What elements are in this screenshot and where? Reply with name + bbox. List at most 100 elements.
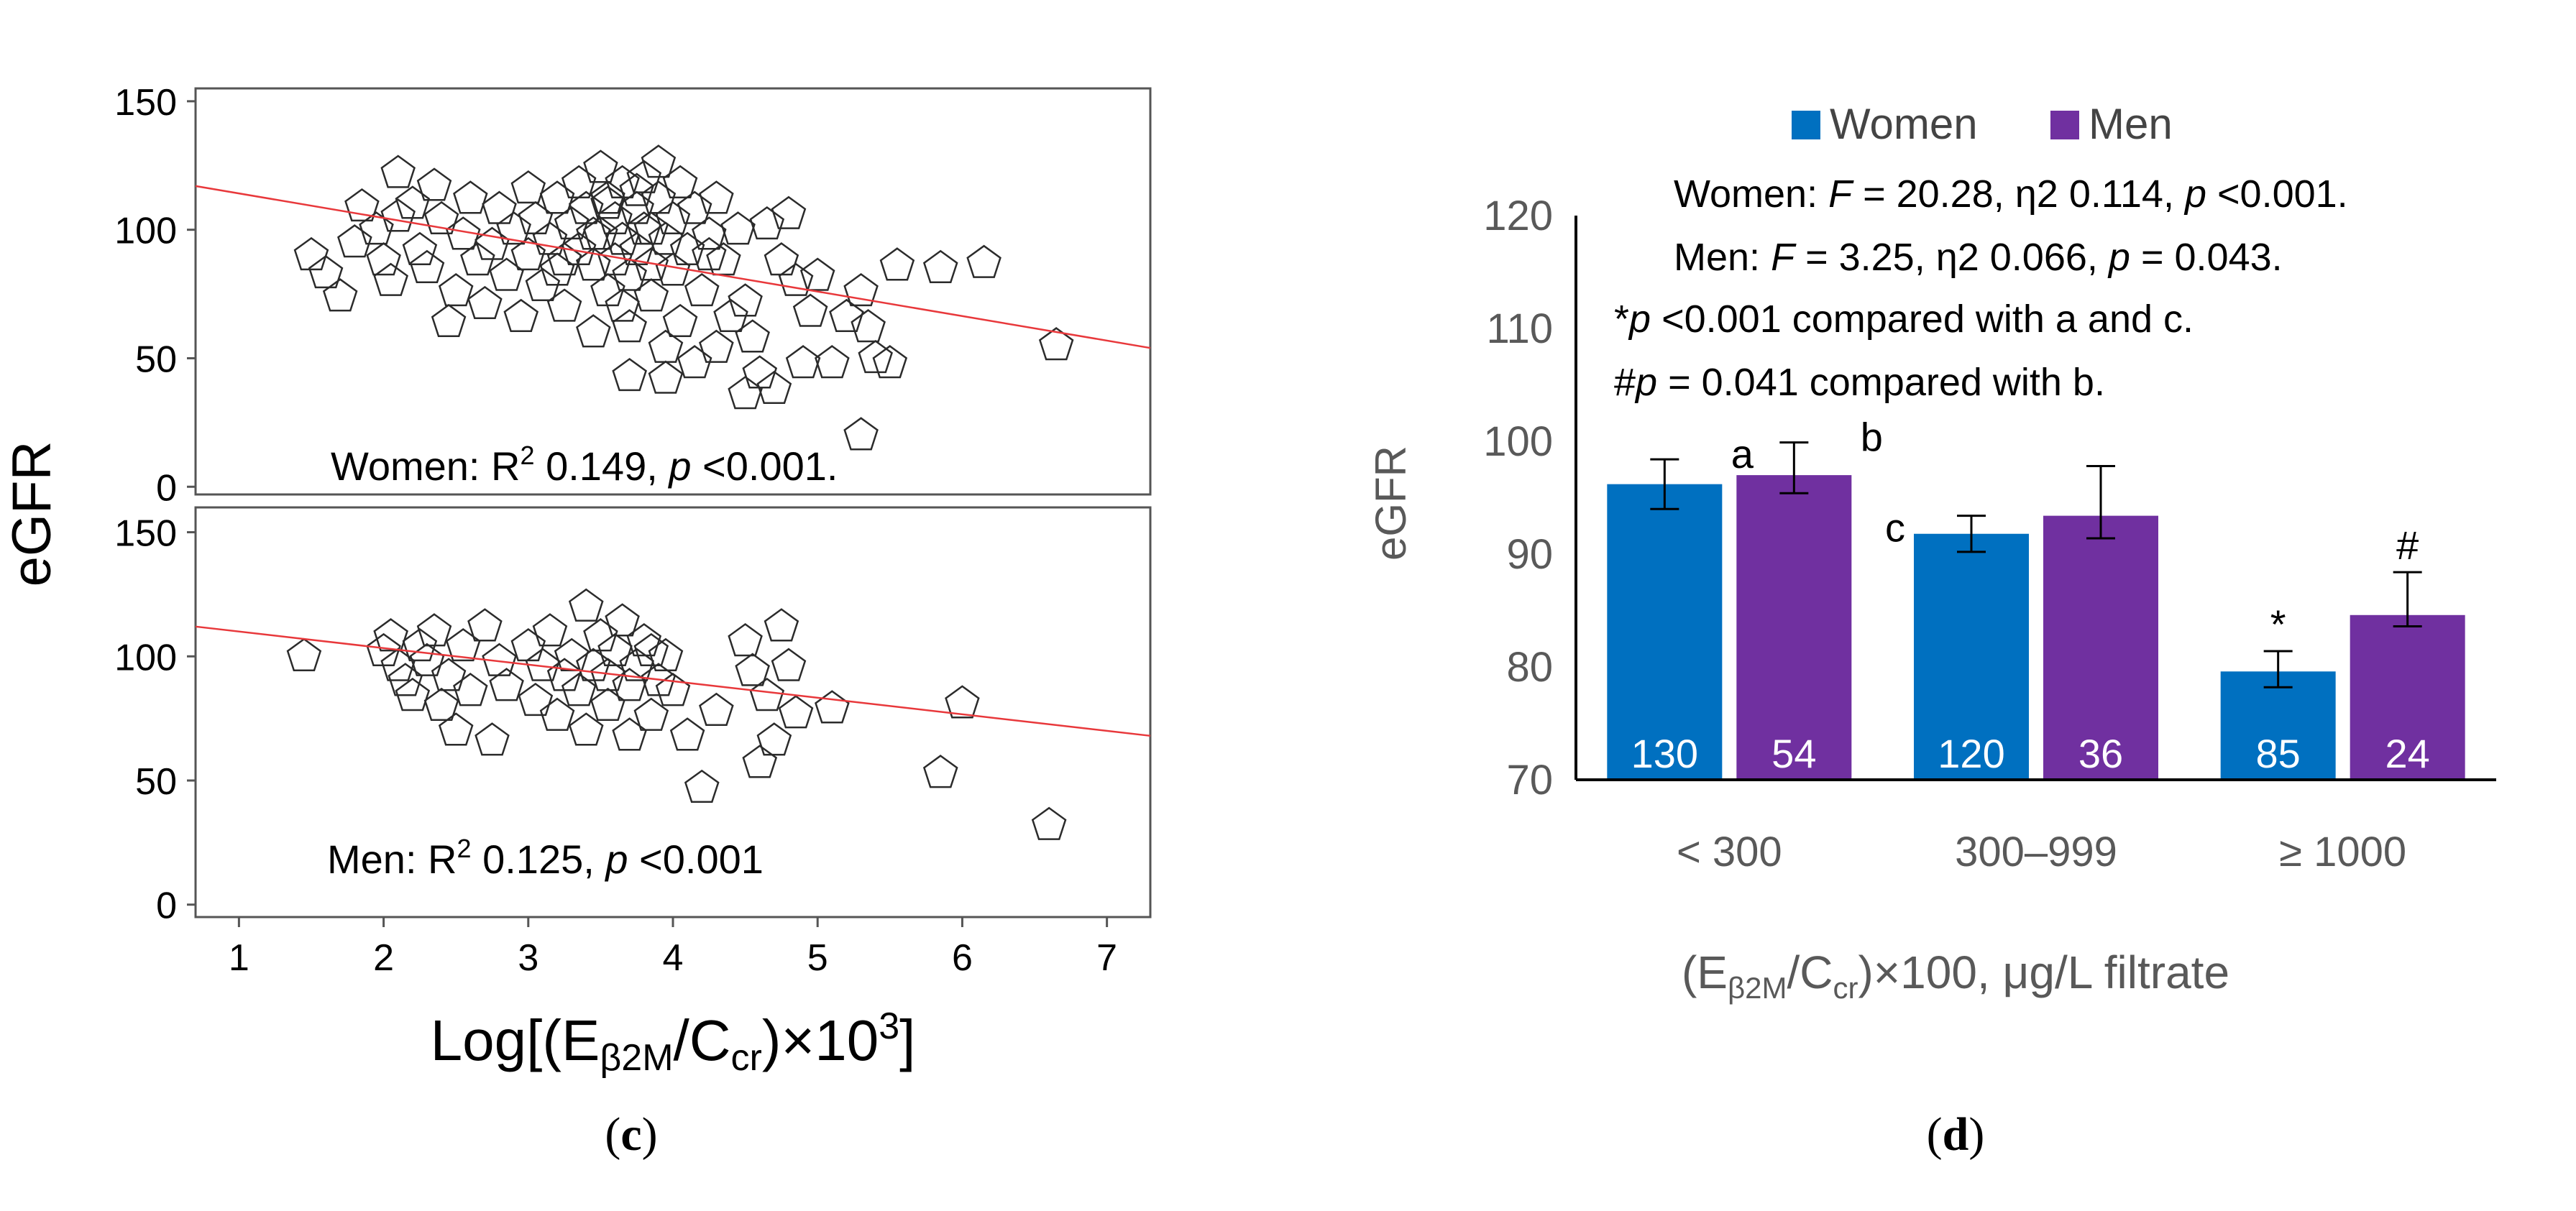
- scatter-women-point: [409, 249, 445, 283]
- scatter-men-point: [735, 653, 770, 686]
- scatter-women-point: [402, 231, 438, 265]
- scatter-women-point: [395, 185, 431, 219]
- bar-xtick-label: < 300: [1677, 829, 1782, 875]
- scatter-women-point: [605, 288, 640, 322]
- scatter-men-point: [699, 692, 734, 726]
- scatter-women-ytick-label: 150: [114, 82, 177, 124]
- scatter-women-point: [337, 224, 372, 258]
- scatter-women-point: [445, 216, 481, 250]
- scatter-men-point: [489, 668, 524, 701]
- scatter-women-point: [699, 180, 734, 214]
- bar-xtick-label: 300–999: [1955, 829, 2117, 875]
- scatter-women-point: [713, 298, 748, 332]
- scatter-women-point: [829, 298, 864, 332]
- scatter-men-point: [605, 603, 640, 637]
- scatter-men-ytick-label: 100: [114, 637, 177, 678]
- scatter-women-point: [416, 167, 452, 201]
- scatter-men-point: [619, 648, 654, 681]
- scatter-women-point: [612, 257, 647, 291]
- scatter-women-point: [684, 272, 720, 307]
- legend-men-label: Men: [2089, 100, 2173, 148]
- scatter-men-point: [568, 588, 604, 622]
- scatter-xtick-label: 5: [807, 937, 828, 979]
- legend-men-swatch: [2050, 111, 2079, 139]
- scatter-women-point: [503, 298, 539, 332]
- scatter-women-point: [692, 236, 727, 271]
- scatter-women-point: [467, 285, 503, 320]
- scatter-men-point: [395, 677, 431, 712]
- scatter-xtick-label: 7: [1096, 937, 1117, 979]
- scatter-women-point: [799, 257, 835, 291]
- scatter-women-point: [966, 244, 1001, 278]
- scatter-women-point: [366, 242, 401, 276]
- scatter-women-point: [453, 180, 488, 214]
- bar-ytick-label: 70: [1506, 757, 1553, 804]
- scatter-women-ytick-label: 0: [156, 467, 177, 509]
- scatter-women-point: [879, 247, 915, 281]
- scatter-women-point: [546, 288, 582, 322]
- scatter-men-regression-line: [195, 625, 1151, 737]
- bar-panel-d: Women Men Women: F = 20.28, η2 0.114, p …: [1367, 100, 2496, 1161]
- scatter-women-point: [641, 144, 677, 178]
- scatter-women-point: [922, 249, 958, 283]
- bar-women-significance-marker: c: [1885, 505, 1905, 551]
- bar-women: [1914, 533, 2029, 780]
- bar-xtick-label: ≥ 1000: [2279, 829, 2406, 875]
- scatter-men-point: [525, 648, 561, 681]
- bar-ylabel: eGFR: [1367, 446, 1415, 561]
- scatter-women-point: [322, 278, 358, 312]
- scatter-women-point: [648, 360, 684, 394]
- stat-annotation-star: *p <0.001 compared with a and c.: [1614, 298, 2194, 341]
- scatter-men-point: [771, 648, 807, 681]
- scatter-women-point: [525, 267, 561, 302]
- scatter-men-point: [597, 632, 633, 667]
- stat-annotation-hash: #p = 0.041 compared with b.: [1614, 361, 2105, 404]
- bar-ytick-label: 100: [1483, 418, 1553, 465]
- scatter-men-point: [633, 697, 669, 731]
- scatter-men-point: [922, 755, 958, 788]
- scatter-men-point: [648, 637, 684, 671]
- scatter-men-point: [286, 637, 322, 671]
- scatter-men-point: [482, 643, 517, 676]
- scatter-men-point: [373, 618, 408, 652]
- scatter-men-point: [423, 687, 459, 722]
- scatter-men-point: [749, 677, 785, 712]
- scatter-xtick-label: 4: [663, 937, 684, 979]
- scatter-men-frame: [194, 506, 1152, 918]
- bar-ytick-label: 80: [1506, 644, 1553, 691]
- stat-annotation-men: Men: F = 3.25, η2 0.066, p = 0.043.: [1674, 236, 2283, 279]
- scatter-men-subplot: 0 50 100 150 Men: R2 0.125, p <0.001: [114, 506, 1152, 927]
- scatter-men-point: [764, 608, 799, 642]
- bar-men-significance-marker: b: [1861, 415, 1883, 460]
- scatter-women-point: [677, 190, 712, 224]
- scatter-women-point: [431, 303, 467, 338]
- scatter-women-ytick-label: 100: [114, 211, 177, 252]
- scatter-xlabel: Log[(Eβ2M/Ccr)×103]: [431, 1005, 916, 1079]
- bar-women-significance-marker: a: [1731, 431, 1754, 476]
- scatter-men-point: [633, 632, 669, 667]
- scatter-women-point: [858, 339, 893, 374]
- scatter-women-point: [778, 262, 814, 296]
- scatter-men-ytick-label: 0: [156, 885, 177, 927]
- bar-women-significance-marker: *: [2270, 602, 2286, 647]
- scatter-women-point: [576, 216, 611, 250]
- stat-annotation-women: Women: F = 20.28, η2 0.114, p <0.001.: [1674, 172, 2348, 216]
- scatter-men-point: [590, 687, 625, 722]
- scatter-men-point: [453, 673, 488, 706]
- bar-men: [2350, 614, 2465, 780]
- scatter-women-point: [851, 309, 886, 343]
- bar-women: [1607, 484, 1723, 780]
- bar-women: [2220, 671, 2336, 780]
- scatter-women-point: [590, 185, 625, 219]
- bar-men-count-label: 36: [2078, 731, 2123, 776]
- scatter-men-point: [684, 769, 720, 804]
- scatter-ylabel: eGFR: [1, 441, 63, 587]
- scatter-xtick-label: 2: [373, 937, 394, 979]
- scatter-men-point: [568, 712, 604, 746]
- scatter-men-point: [561, 673, 597, 706]
- bar-ytick-label: 120: [1483, 193, 1553, 239]
- scatter-women-point: [438, 272, 474, 307]
- scatter-men-point: [1031, 806, 1067, 840]
- scatter-men-point: [539, 697, 575, 731]
- scatter-women-point: [662, 165, 698, 198]
